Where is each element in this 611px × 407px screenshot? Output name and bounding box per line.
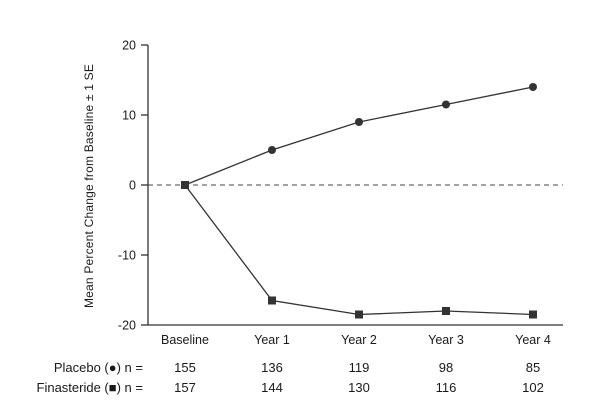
count-value: 136 — [261, 360, 283, 375]
svg-text:Year 4: Year 4 — [515, 333, 551, 347]
svg-text:Year 1: Year 1 — [254, 333, 290, 347]
svg-text:-10: -10 — [118, 249, 136, 263]
svg-text:Year 2: Year 2 — [341, 333, 377, 347]
count-value: 98 — [438, 360, 454, 375]
count-value: 157 — [174, 380, 196, 395]
svg-text:0: 0 — [129, 179, 136, 193]
table-row: Finasteride (■) n = 157 144 130 116 102 — [0, 380, 611, 396]
svg-text:10: 10 — [122, 109, 136, 123]
count-value: 116 — [435, 380, 457, 395]
count-value: 155 — [174, 360, 196, 375]
svg-text:Baseline: Baseline — [161, 333, 209, 347]
svg-text:-20: -20 — [118, 319, 136, 333]
count-value: 85 — [525, 360, 541, 375]
count-value: 144 — [261, 380, 283, 395]
count-value: 130 — [348, 380, 370, 395]
svg-text:20: 20 — [122, 39, 136, 53]
line-chart: 20 10 0 -10 -20 Baseline Year 1 Year 2 Year 3 Yea… — [118, 39, 563, 347]
count-value: 102 — [522, 380, 544, 395]
table-row: Placebo (●) n = 155 136 119 98 85 — [0, 360, 611, 376]
row-label-finasteride: Finasteride (■) n = — [36, 380, 143, 395]
row-label-placebo: Placebo (●) n = — [53, 360, 143, 375]
svg-text:Year 3: Year 3 — [428, 333, 464, 347]
count-value: 119 — [348, 360, 370, 375]
